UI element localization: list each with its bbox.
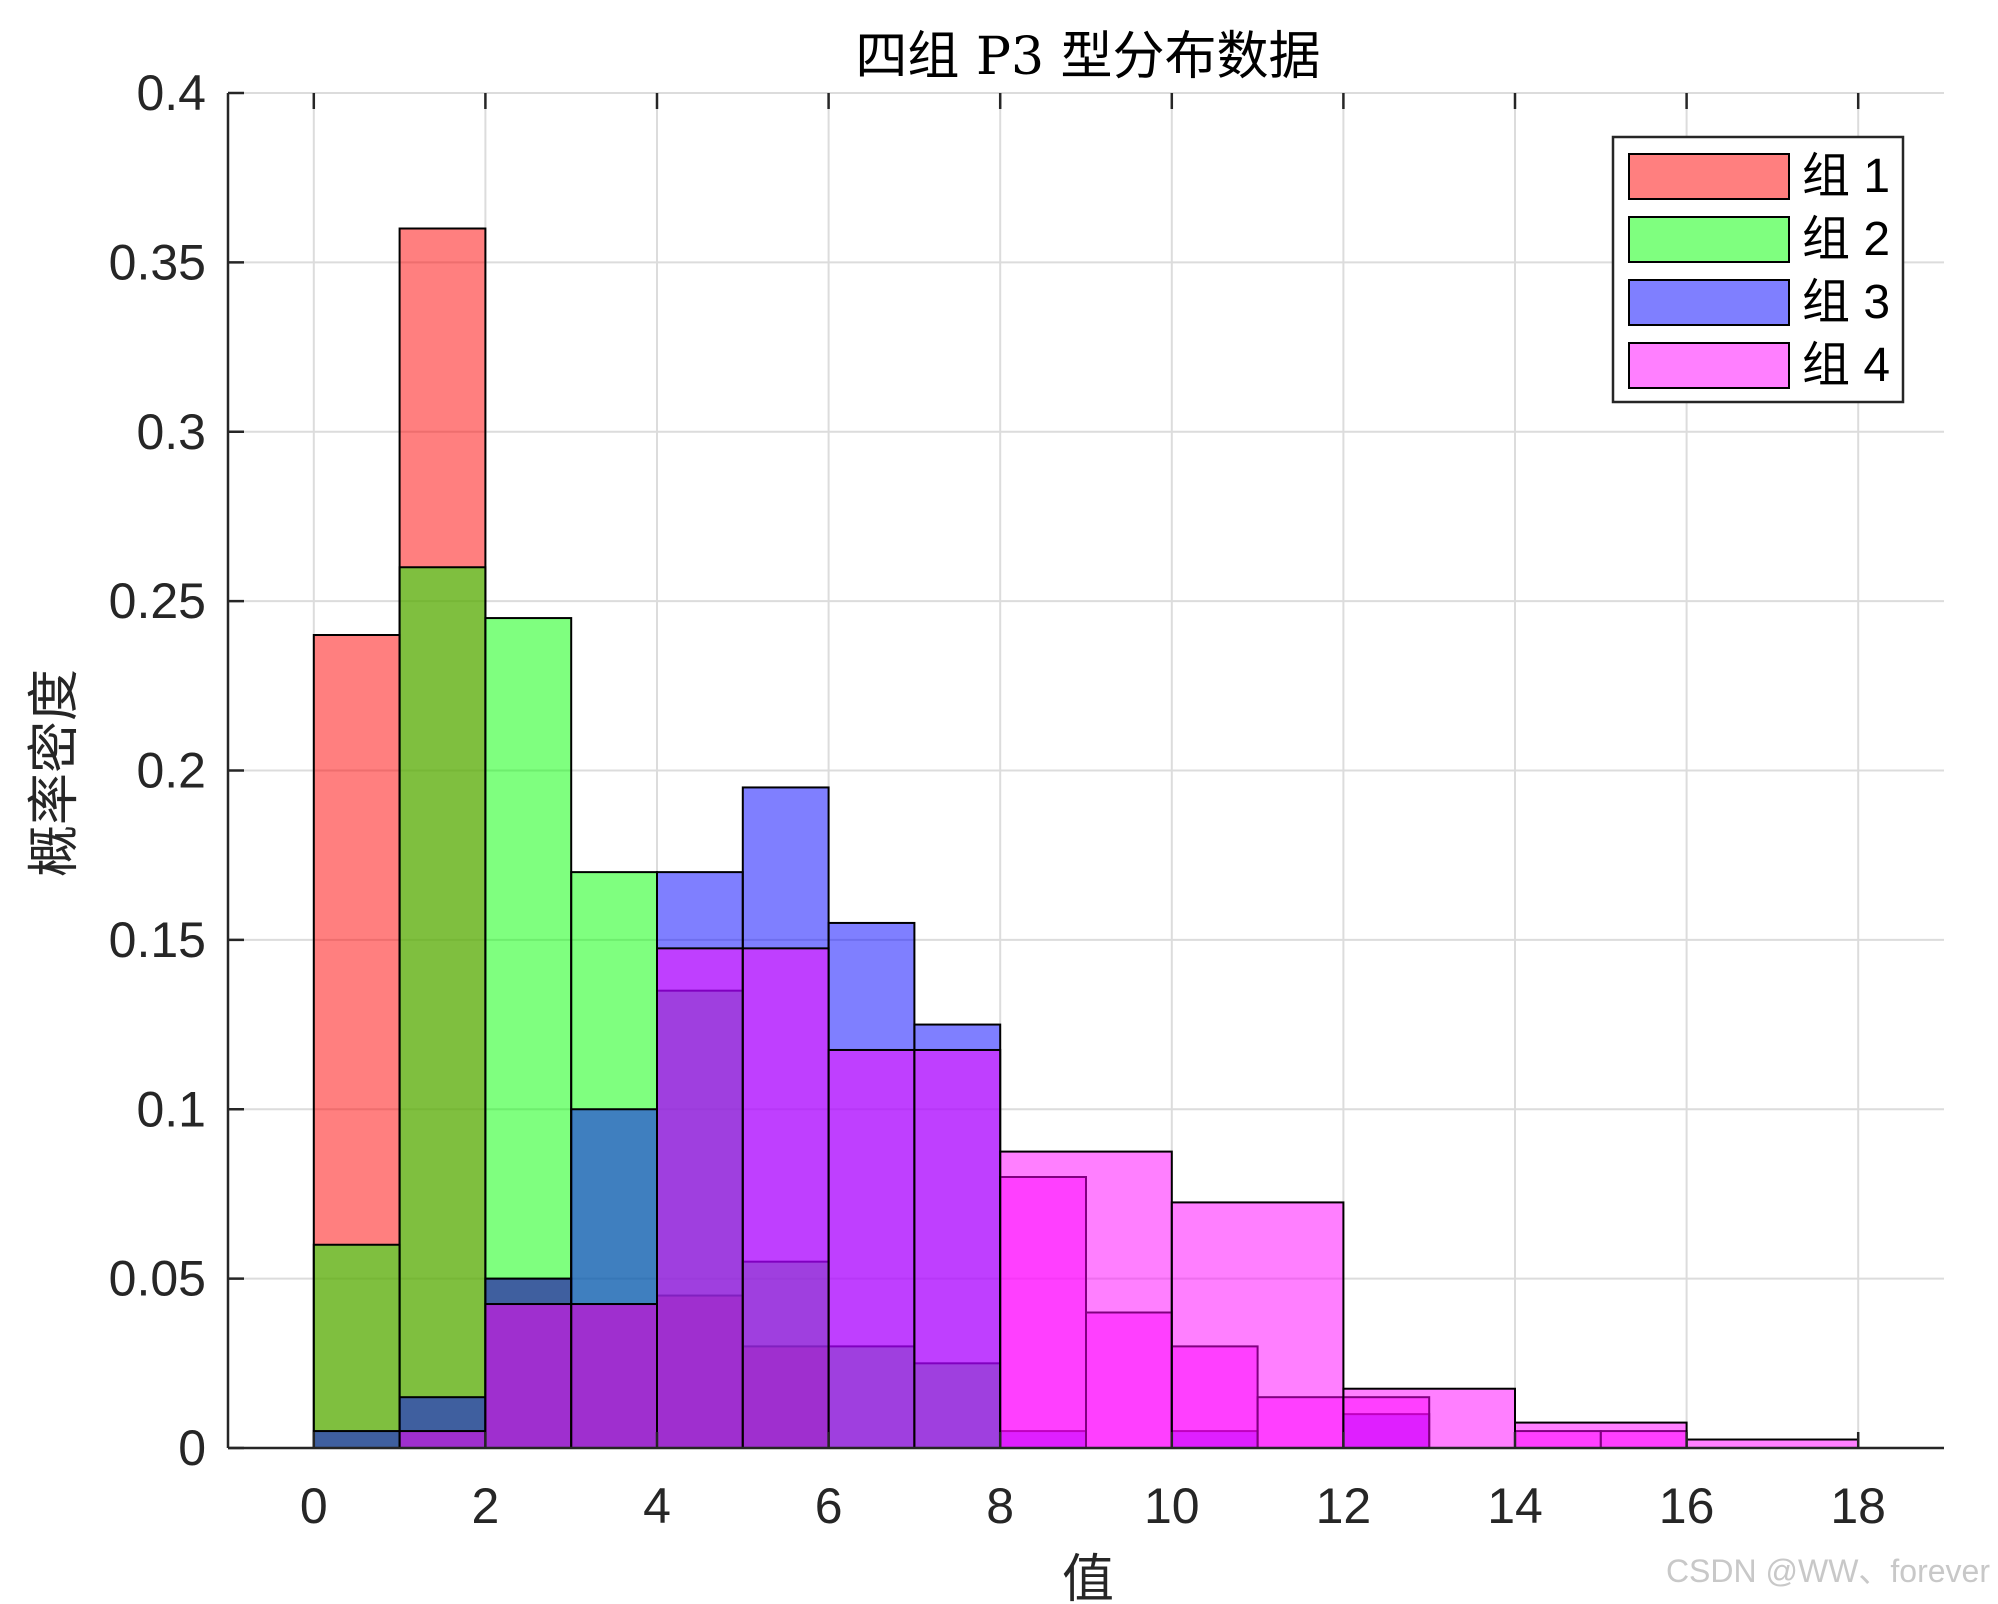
x-tick-label: 8: [986, 1478, 1014, 1534]
x-tick-label: 2: [471, 1478, 499, 1534]
y-tick-label: 0.15: [109, 912, 206, 968]
legend-swatch: [1628, 153, 1790, 200]
histogram-bar: [1685, 1438, 1860, 1449]
x-axis-label: 值: [1062, 1550, 1114, 1604]
histogram-bar: [999, 1150, 1173, 1449]
legend-label: 组 4: [1802, 339, 1890, 392]
histogram-bar: [827, 1048, 916, 1449]
histogram-bar: [1342, 1387, 1517, 1449]
legend-swatch: [1628, 279, 1790, 326]
y-tick-label: 0.25: [109, 573, 206, 629]
y-tick-label: 0.3: [136, 404, 206, 460]
histogram-bar: [913, 1048, 1002, 1449]
histogram-bar: [398, 1430, 487, 1449]
y-tick-label: 0.1: [136, 1081, 206, 1137]
tick-labels: 0 2 4 6 8 10 12 14 16 18 0 0.05 0.1 0.15 0.2 0.25 0.3 0.3…: [109, 65, 1886, 1534]
legend: 组 1 组 2 组 3 组 4: [1611, 135, 1905, 404]
histogram-bar: [312, 1430, 401, 1449]
y-tick-label: 0.05: [109, 1251, 206, 1307]
x-tick-label: 16: [1659, 1478, 1715, 1534]
histogram-bar: [484, 1303, 573, 1449]
x-tick-label: 10: [1144, 1478, 1200, 1534]
x-tick-label: 12: [1316, 1478, 1372, 1534]
watermark: CSDN @WW、forever: [1666, 1553, 1990, 1589]
x-tick-label: 18: [1830, 1478, 1886, 1534]
y-tick-label: 0.4: [136, 65, 206, 121]
histogram-bar: [312, 1243, 401, 1449]
legend-label: 组 3: [1802, 276, 1890, 329]
y-tick-label: 0.35: [109, 234, 206, 290]
legend-label: 组 2: [1802, 213, 1890, 266]
legend-swatch: [1628, 216, 1790, 263]
chart-title: 四组 P3 型分布数据: [855, 27, 1320, 87]
histogram-bar: [570, 1303, 659, 1449]
histogram-bar: [656, 947, 744, 1449]
x-tick-label: 0: [300, 1478, 328, 1534]
series-5: [999, 1150, 1860, 1449]
histogram-bar: [741, 947, 830, 1449]
histogram-bar: [1170, 1201, 1345, 1449]
axes: [226, 91, 1944, 1450]
legend-swatch: [1628, 342, 1790, 389]
x-tick-label: 4: [643, 1478, 671, 1534]
x-tick-label: 6: [815, 1478, 843, 1534]
y-tick-label: 0.2: [136, 743, 206, 799]
legend-label: 组 1: [1802, 150, 1890, 203]
x-tick-label: 14: [1487, 1478, 1543, 1534]
histogram-bar: [1514, 1421, 1688, 1449]
histogram-bars: [312, 227, 1860, 1449]
y-tick-label: 0: [178, 1420, 206, 1476]
histogram-bar: [398, 566, 487, 1449]
y-axis-label: 概率密度: [25, 669, 85, 877]
